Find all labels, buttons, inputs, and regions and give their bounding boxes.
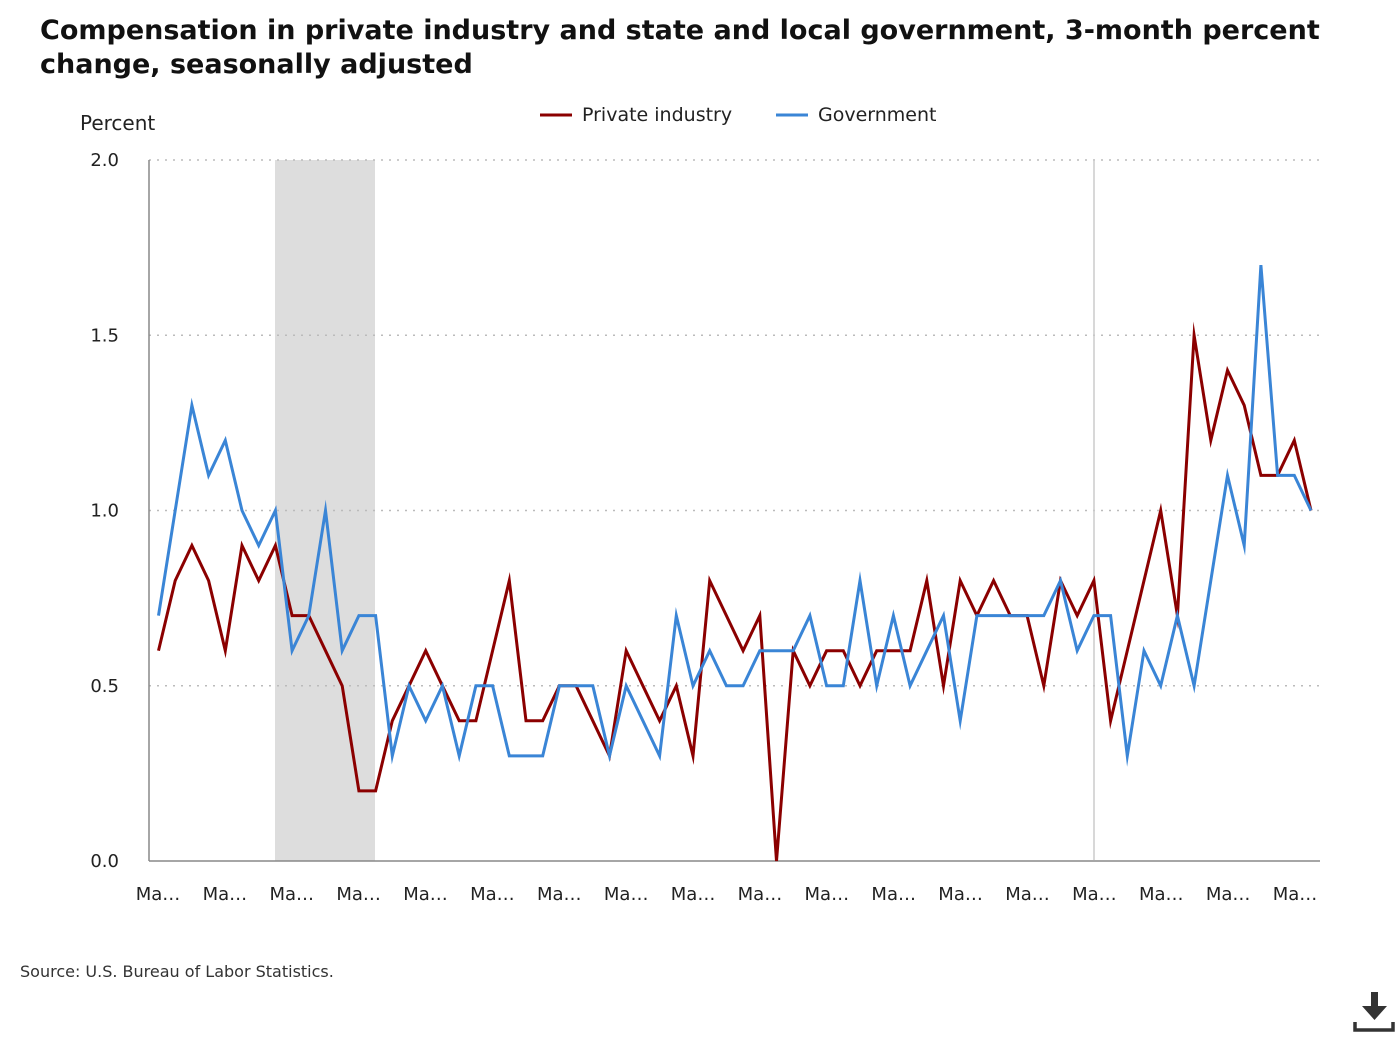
chart-svg: 0.00.51.01.52.0 Ma… Ma… Ma… Ma… Ma… Ma… Ma… Ma…… — [80, 104, 1320, 905]
x-tick-label: Ma… — [1072, 884, 1117, 905]
series-line-government — [157, 264, 1313, 767]
x-tick-label: Ma… — [336, 884, 381, 905]
legend: Private industry Government — [540, 104, 937, 126]
x-tick-label: Ma… — [738, 884, 783, 905]
series-lines — [157, 264, 1313, 862]
x-tick-label: Ma… — [938, 884, 983, 905]
y-tick-labels: 0.0 0.5 1.0 1.5 2.0 — [90, 150, 119, 872]
download-icon — [1353, 992, 1395, 1032]
x-tick-label: Ma… — [671, 884, 716, 905]
x-tick-label: Ma… — [403, 884, 448, 905]
x-tick-label: Ma… — [1139, 884, 1184, 905]
x-tick-label: Ma… — [871, 884, 916, 905]
x-tick-label: Ma… — [805, 884, 850, 905]
x-tick-label: Ma… — [537, 884, 582, 905]
y-axis-title: Percent — [80, 111, 155, 135]
legend-label-government: Government — [818, 104, 937, 126]
y-tick-label: 0.0 — [90, 851, 119, 872]
x-tick-label: Ma… — [136, 884, 181, 905]
x-tick-label: Ma… — [269, 884, 314, 905]
source-note: Source: U.S. Bureau of Labor Statistics. — [20, 962, 334, 981]
x-tick-label: Ma… — [1206, 884, 1251, 905]
y-tick-label: 0.5 — [90, 676, 119, 697]
x-tick-label: Ma… — [470, 884, 515, 905]
x-tick-label: Ma… — [604, 884, 649, 905]
x-tick-label: Ma… — [1005, 884, 1050, 905]
x-tick-labels: Ma… Ma… Ma… Ma… Ma… Ma… Ma… Ma… Ma… Ma… Ma… Ma… Ma… M… — [136, 884, 1318, 905]
legend-label-private: Private industry — [582, 104, 732, 126]
y-tick-label: 1.0 — [90, 501, 119, 522]
y-tick-label: 1.5 — [90, 325, 119, 346]
y-tick-label: 2.0 — [90, 150, 119, 171]
download-button[interactable] — [1352, 990, 1396, 1034]
chart-title: Compensation in private industry and sta… — [40, 15, 1320, 80]
x-tick-label: Ma… — [203, 884, 248, 905]
x-tick-label: Ma… — [1273, 884, 1318, 905]
